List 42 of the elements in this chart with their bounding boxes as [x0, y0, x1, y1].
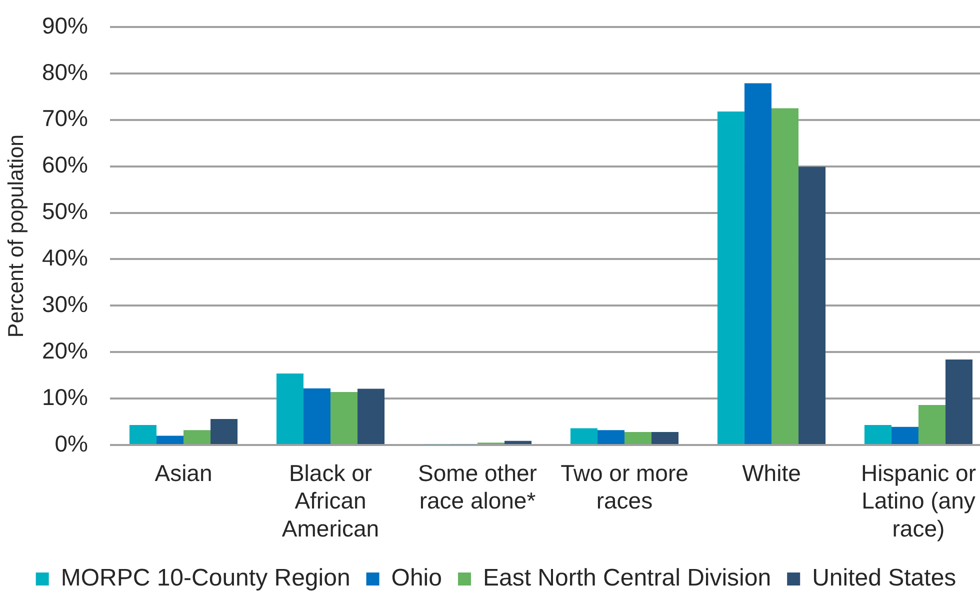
y-axis-title: Percent of population	[4, 134, 28, 338]
bar	[597, 430, 624, 444]
y-tick-label: 90%	[42, 12, 88, 38]
legend-label: East North Central Division	[482, 564, 772, 591]
legend-label: MORPC 10-County Region	[60, 564, 350, 591]
bar	[330, 392, 358, 444]
bar	[864, 425, 892, 444]
bar	[744, 83, 772, 444]
x-tick-label: Two or more races	[560, 460, 688, 514]
bar	[651, 432, 679, 444]
x-tick-label: Black or African American	[282, 460, 380, 542]
bar	[276, 373, 304, 444]
y-tick-label: 40%	[42, 244, 88, 271]
bar	[891, 426, 918, 444]
legend-label: United States	[812, 564, 956, 591]
bar	[303, 388, 330, 444]
bar	[184, 430, 211, 444]
bar	[358, 388, 385, 444]
x-tick-label: White	[742, 460, 801, 486]
bar	[570, 428, 598, 444]
legend-label: Ohio	[391, 564, 442, 591]
bar	[129, 425, 156, 444]
bar	[624, 432, 652, 444]
x-tick-label: Hispanic or Latino (any race)	[860, 460, 976, 542]
bar	[504, 440, 532, 444]
bar	[210, 418, 238, 444]
x-tick-label: Some other race alone*	[418, 460, 538, 514]
y-tick-label: 60%	[42, 152, 88, 178]
x-tick-label: Asian	[154, 460, 212, 486]
bar	[798, 166, 826, 444]
y-tick-label: 30%	[42, 291, 88, 318]
y-tick-label: 50%	[42, 198, 88, 224]
y-tick-label: 80%	[42, 58, 88, 85]
y-tick-label: 0%	[54, 430, 88, 456]
y-tick-label: 70%	[42, 105, 88, 132]
y-tick-label: 20%	[42, 337, 88, 364]
bar	[771, 108, 798, 444]
bar	[918, 405, 946, 444]
y-tick-label: 10%	[42, 384, 88, 410]
bar	[717, 112, 744, 444]
bar	[156, 436, 184, 444]
bar	[945, 360, 972, 444]
